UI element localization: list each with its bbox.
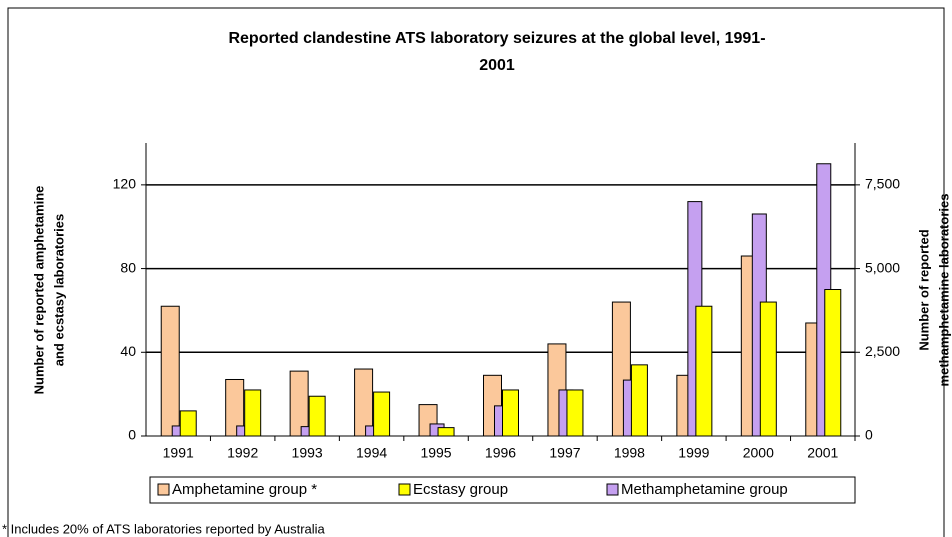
- chart-title: 2001: [479, 57, 515, 74]
- x-tick-label: 1993: [292, 445, 323, 461]
- legend-label: Amphetamine group *: [172, 481, 317, 498]
- x-tick-label: 2001: [807, 445, 838, 461]
- footnote: * Includes 20% of ATS laboratories repor…: [2, 521, 326, 536]
- x-tick-label: 1996: [485, 445, 516, 461]
- legend-label: Ecstasy group: [413, 481, 508, 498]
- y2-tick-label: 5,000: [865, 259, 900, 275]
- x-tick-label: 1999: [678, 445, 709, 461]
- bar: [502, 389, 519, 437]
- legend-swatch: [157, 483, 170, 496]
- legend: [149, 476, 856, 504]
- y2-axis-label: Number of reported: [916, 229, 931, 350]
- x-tick-label: 1994: [356, 445, 387, 461]
- legend-swatch: [398, 483, 411, 496]
- y-tick-label: 80: [120, 259, 136, 275]
- legend-label: Methamphetamine group: [621, 481, 788, 498]
- x-tick-label: 1995: [420, 445, 451, 461]
- y-tick-label: 0: [128, 427, 136, 443]
- bar: [437, 427, 455, 437]
- chart-title: Reported clandestine ATS laboratory seiz…: [228, 30, 765, 47]
- bar: [244, 389, 262, 437]
- bar: [824, 289, 842, 437]
- bar: [695, 305, 713, 437]
- y-axis-label: Number of reported amphetamine: [31, 186, 46, 395]
- y-axis-label: and ecstasy laboratories: [51, 214, 66, 366]
- x-tick-label: 2000: [743, 445, 774, 461]
- x-tick-label: 1998: [614, 445, 645, 461]
- y2-tick-label: 0: [865, 427, 873, 443]
- chart-frame: [7, 7, 945, 537]
- x-tick-label: 1991: [163, 445, 194, 461]
- bar: [759, 301, 777, 437]
- legend-swatch: [606, 483, 619, 496]
- bar: [630, 364, 648, 437]
- y-tick-label: 40: [120, 343, 136, 359]
- bar: [179, 410, 197, 437]
- y2-tick-label: 2,500: [865, 343, 900, 359]
- x-tick-label: 1997: [549, 445, 580, 461]
- bar: [354, 368, 374, 437]
- bar: [566, 389, 584, 437]
- bar: [160, 305, 180, 437]
- x-tick-label: 1992: [227, 445, 258, 461]
- bar: [373, 391, 391, 437]
- y2-axis-label: methamphetamine laboratories: [936, 194, 951, 387]
- bar: [308, 395, 326, 437]
- bar: [289, 370, 309, 437]
- y-tick-label: 120: [113, 176, 137, 192]
- y2-tick-label: 7,500: [865, 176, 900, 192]
- bar: [225, 378, 245, 437]
